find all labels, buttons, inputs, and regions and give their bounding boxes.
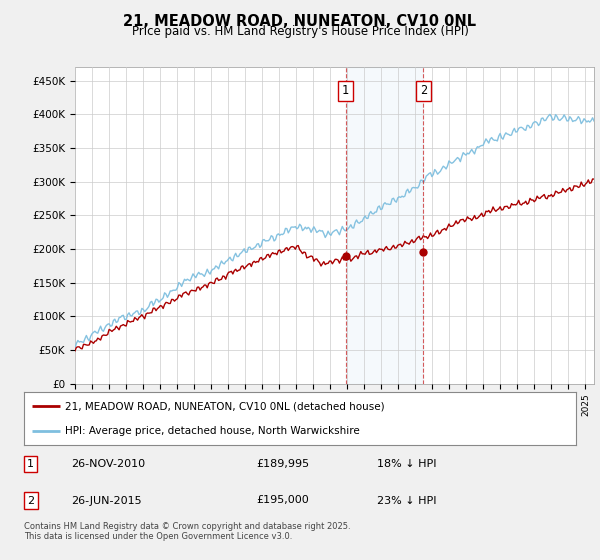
Text: 18% ↓ HPI: 18% ↓ HPI [377,459,437,469]
Text: HPI: Average price, detached house, North Warwickshire: HPI: Average price, detached house, Nort… [65,426,360,436]
Text: 1: 1 [342,84,349,97]
Text: 21, MEADOW ROAD, NUNEATON, CV10 0NL: 21, MEADOW ROAD, NUNEATON, CV10 0NL [124,14,476,29]
Text: 1: 1 [27,459,34,469]
Text: £195,000: £195,000 [256,496,308,506]
Text: 21, MEADOW ROAD, NUNEATON, CV10 0NL (detached house): 21, MEADOW ROAD, NUNEATON, CV10 0NL (det… [65,402,385,412]
Text: 2: 2 [420,84,427,97]
Bar [346,67,424,384]
Text: 23% ↓ HPI: 23% ↓ HPI [377,496,437,506]
Text: £189,995: £189,995 [256,459,309,469]
Text: Price paid vs. HM Land Registry's House Price Index (HPI): Price paid vs. HM Land Registry's House … [131,25,469,38]
Text: Contains HM Land Registry data © Crown copyright and database right 2025.
This d: Contains HM Land Registry data © Crown c… [24,522,350,542]
Text: 2: 2 [27,496,34,506]
Text: 26-JUN-2015: 26-JUN-2015 [71,496,142,506]
Text: 26-NOV-2010: 26-NOV-2010 [71,459,145,469]
